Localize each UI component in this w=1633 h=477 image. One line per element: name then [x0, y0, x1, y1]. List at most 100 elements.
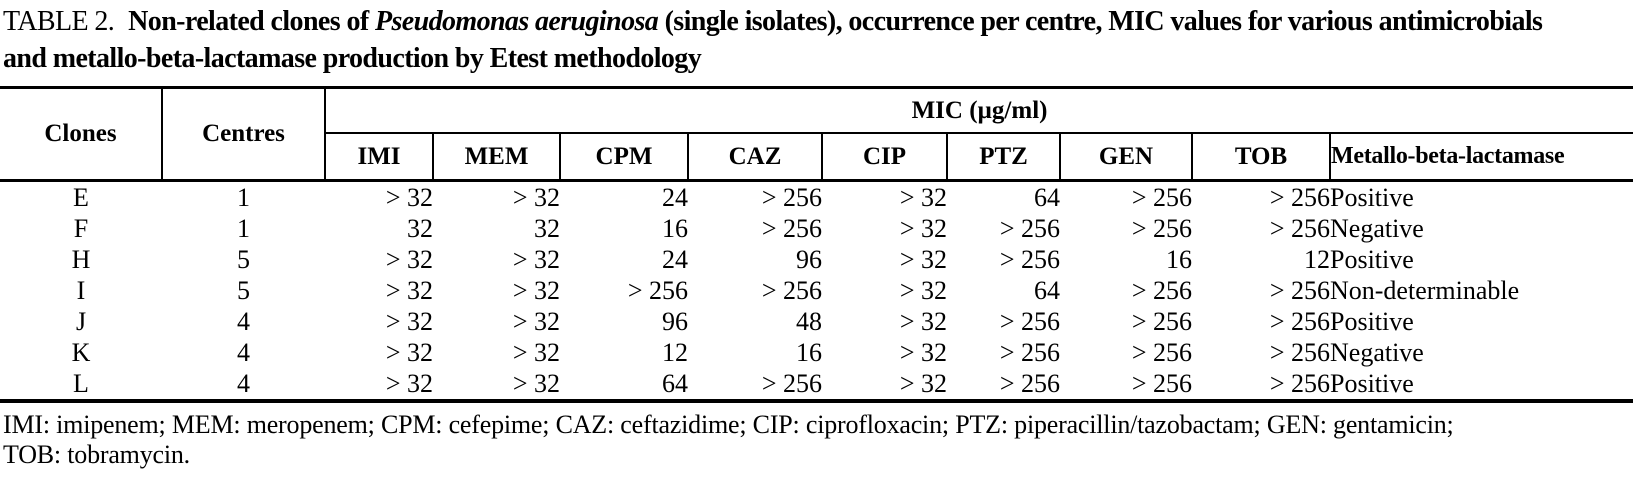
footnote: IMI: imipenem; MEM: meropenem; CPM: cefe…: [0, 403, 1633, 470]
table-row-clone-L: L 4 > 32 > 32 64 > 256 > 32 > 256 > 256 > 256 Posi…: [0, 368, 1633, 401]
cell-imi: > 32: [385, 275, 433, 305]
cell-ptz: > 256: [999, 213, 1060, 243]
cell-mem: > 32: [512, 368, 560, 398]
cell-centre: 5: [237, 244, 250, 274]
cell-mbl: Positive: [1330, 368, 1414, 398]
cell-tob: > 256: [1269, 368, 1330, 398]
cell-cpm: 24: [662, 182, 688, 212]
cell-tob: > 256: [1269, 337, 1330, 367]
caption-text-rest: (single isolates), occurrence per centre…: [658, 6, 1543, 37]
cell-ptz: 64: [1034, 182, 1060, 212]
table-row-clone-I: I 5 > 32 > 32 > 256 > 256 > 32 64 > 256 > 256 Non-…: [0, 275, 1633, 306]
cell-gen: > 256: [1131, 213, 1192, 243]
cell-mbl: Positive: [1330, 306, 1414, 336]
cell-clone: J: [75, 306, 87, 336]
table-number-label: TABLE 2.: [3, 6, 115, 37]
cell-caz: 16: [796, 337, 822, 367]
cell-ptz: 64: [1034, 275, 1060, 305]
cell-cip: > 32: [899, 337, 947, 367]
cell-cip: > 32: [899, 244, 947, 274]
cell-tob: 12: [1304, 244, 1330, 274]
cell-tob: > 256: [1269, 306, 1330, 336]
mic-table: Clones Centres MIC (µg/ml) IMI MEM CPM CAZ C…: [0, 86, 1633, 403]
col-header-imi: IMI: [324, 133, 433, 182]
col-header-centres: Centres: [161, 87, 325, 182]
cell-gen: > 256: [1131, 275, 1192, 305]
table-row-clone-J: J 4 > 32 > 32 96 48 > 32 > 256 > 256 > 256 Positiv…: [0, 306, 1633, 337]
cell-cpm: 24: [662, 244, 688, 274]
cell-caz: > 256: [761, 182, 822, 212]
cell-cpm: 16: [662, 213, 688, 243]
cell-clone: F: [73, 213, 89, 243]
cell-gen: 16: [1166, 244, 1192, 274]
table-row-clone-H: H 5 > 32 > 32 24 96 > 32 > 256 16 12 Positive: [0, 244, 1633, 275]
col-header-gen: GEN: [1059, 133, 1192, 182]
cell-mem: > 32: [512, 244, 560, 274]
cell-mem: > 32: [512, 182, 560, 212]
cell-clone: I: [76, 275, 86, 305]
cell-cpm: 12: [662, 337, 688, 367]
cell-gen: > 256: [1131, 337, 1192, 367]
cell-caz: 96: [796, 244, 822, 274]
col-header-cip: CIP: [821, 133, 947, 182]
cell-imi: 32: [407, 213, 433, 243]
cell-centre: 1: [237, 213, 250, 243]
col-header-clones: Clones: [0, 87, 162, 182]
caption-line-1: TABLE 2. Non-related clones of Pseudomona…: [3, 3, 1633, 40]
caption-text: Non-related clones of: [128, 6, 375, 37]
antibiotic-header-row: IMI MEM CPM CAZ CIP PTZ GEN TOB Metallo-beta-lac…: [0, 133, 1633, 182]
species-name-italic: Pseudomonas aeruginosa: [374, 6, 659, 37]
cell-caz: 48: [796, 306, 822, 336]
cell-cpm: > 256: [627, 275, 688, 305]
cell-cip: > 32: [899, 213, 947, 243]
cell-imi: > 32: [385, 368, 433, 398]
col-header-ptz: PTZ: [946, 133, 1060, 182]
cell-cip: > 32: [899, 306, 947, 336]
cell-centre: 4: [237, 368, 250, 398]
cell-cip: > 32: [899, 368, 947, 398]
cell-imi: > 32: [385, 182, 433, 212]
table-row-clone-F: F 1 32 32 16 > 256 > 32 > 256 > 256 > 256 Negative: [0, 213, 1633, 244]
cell-mbl: Positive: [1330, 244, 1414, 274]
col-header-cpm: CPM: [559, 133, 688, 182]
cell-clone: K: [71, 337, 91, 367]
footnote-line-1: IMI: imipenem; MEM: meropenem; CPM: cefe…: [3, 410, 1454, 439]
cell-cip: > 32: [899, 275, 947, 305]
cell-cip: > 32: [899, 182, 947, 212]
cell-imi: > 32: [385, 244, 433, 274]
cell-mem: > 32: [512, 275, 560, 305]
cell-mbl: Negative: [1330, 213, 1424, 243]
cell-centre: 4: [237, 337, 250, 367]
table-caption: TABLE 2. Non-related clones of Pseudomona…: [0, 0, 1633, 77]
col-header-tob: TOB: [1191, 133, 1330, 182]
cell-centre: 5: [237, 275, 250, 305]
cell-tob: > 256: [1269, 182, 1330, 212]
cell-ptz: > 256: [999, 368, 1060, 398]
cell-mbl: Negative: [1330, 337, 1424, 367]
table-row-clone-K: K 4 > 32 > 32 12 16 > 32 > 256 > 256 > 256 Negativ…: [0, 337, 1633, 368]
col-group-header-mic: MIC (µg/ml): [323, 87, 1633, 134]
col-header-mbl: Metallo-beta-lactamase: [1328, 133, 1633, 182]
cell-ptz: > 256: [999, 306, 1060, 336]
cell-tob: > 256: [1269, 213, 1330, 243]
cell-ptz: > 256: [999, 244, 1060, 274]
footnote-line-2: TOB: tobramycin.: [3, 440, 190, 469]
col-header-mem: MEM: [432, 133, 560, 182]
cell-clone: H: [71, 244, 91, 274]
cell-gen: > 256: [1131, 182, 1192, 212]
cell-imi: > 32: [385, 337, 433, 367]
cell-caz: > 256: [761, 275, 822, 305]
col-header-caz: CAZ: [687, 133, 822, 182]
caption-line-2: and metallo-beta-lactamase production by…: [3, 43, 702, 74]
table-row-clone-E: E 1 > 32 > 32 24 > 256 > 32 64 > 256 > 256 Positiv…: [0, 181, 1633, 214]
cell-caz: > 256: [761, 368, 822, 398]
cell-mem: > 32: [512, 306, 560, 336]
cell-imi: > 32: [385, 306, 433, 336]
cell-centre: 1: [237, 182, 250, 212]
cell-clone: E: [73, 182, 89, 212]
cell-clone: L: [73, 368, 89, 398]
cell-tob: > 256: [1269, 275, 1330, 305]
cell-mbl: Positive: [1330, 182, 1414, 212]
cell-gen: > 256: [1131, 306, 1192, 336]
